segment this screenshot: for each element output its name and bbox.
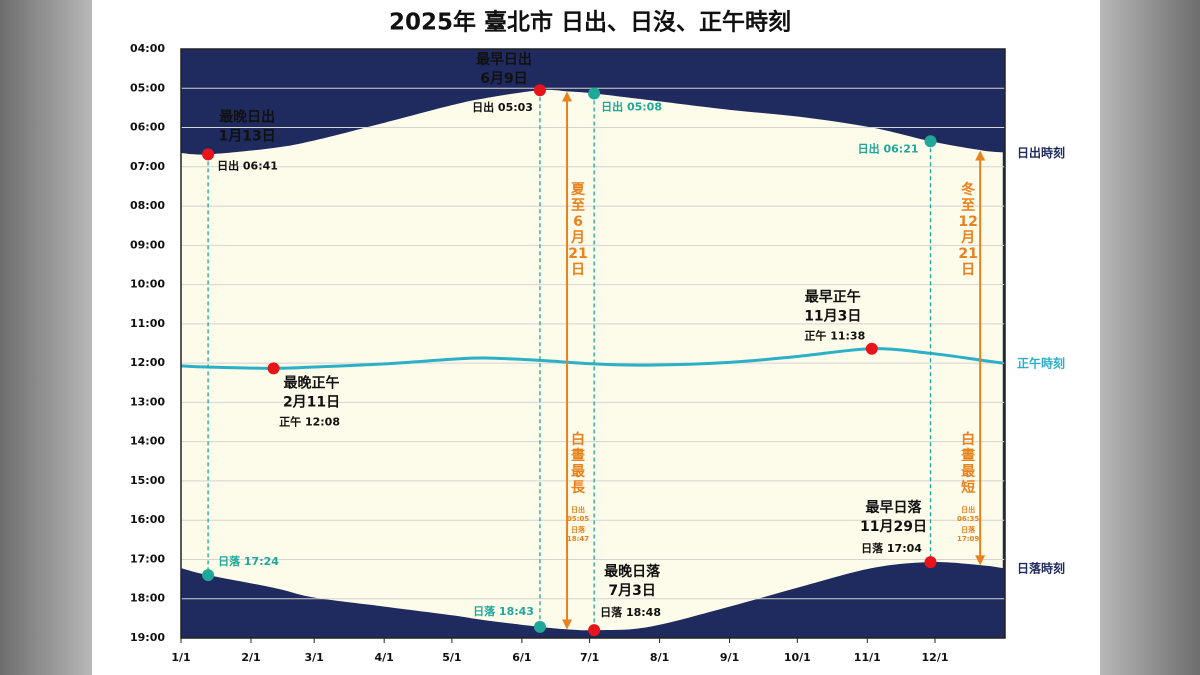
point-marker [202,569,215,582]
y-tick-label: 04:00 [130,42,165,55]
arrow-head [562,91,573,102]
day-area [181,89,1003,631]
series-label: 日落時刻 [1017,561,1065,576]
vertical-label: 日落 17:09 [957,525,979,543]
x-tick-label: 7/1 [580,651,599,664]
point-marker [202,148,215,161]
arrow-head [562,619,573,630]
x-tick-label: 5/1 [442,651,461,664]
point-marker [588,87,601,100]
point-marker [533,84,546,97]
point-title: 最早日出 [476,51,532,68]
point-title: 1月13日 [218,128,275,144]
y-tick-label: 18:00 [130,592,165,605]
point-marker [865,342,878,355]
noon-line [180,347,1003,370]
point-title: 2月11日 [283,394,340,410]
y-tick-label: 13:00 [130,395,165,408]
point-label: 日落 18:43 [473,604,534,618]
x-tick-label: 1/1 [171,651,190,664]
y-tick-label: 15:00 [130,474,165,487]
point-label: 日出 06:41 [217,158,278,172]
point-label: 日出 06:21 [858,141,919,155]
x-tick-label: 12/1 [922,651,949,664]
point-marker [924,135,937,148]
vertical-label: 日落 18:47 [567,525,589,543]
x-tick-label: 9/1 [720,651,739,664]
point-marker [588,624,601,637]
y-tick-label: 05:00 [130,81,165,94]
point-title: 最晚日落 [604,563,661,580]
arrow-head [975,555,986,566]
point-title: 最晚正午 [284,374,340,391]
x-tick-label: 4/1 [375,651,394,664]
y-tick-label: 09:00 [130,238,165,251]
point-title: 最早正午 [805,289,861,306]
x-tick-label: 6/1 [512,651,531,664]
vertical-label: 日出 05:05 [567,505,589,523]
chart-title: 2025年 臺北市 日出、日沒、正午時刻 [389,9,791,36]
y-tick-label: 11:00 [130,317,165,330]
y-tick-label: 06:00 [130,121,165,134]
plot-frame [180,48,1006,639]
y-tick-label: 10:00 [130,278,165,291]
x-tick-label: 11/1 [854,651,881,664]
point-marker [924,556,937,569]
point-label: 日出 05:08 [601,100,662,114]
point-title: 11月29日 [860,519,927,535]
y-tick-label: 12:00 [130,356,165,369]
series-label: 正午時刻 [1017,356,1065,371]
point-title: 7月3日 [608,583,655,599]
x-tick-label: 3/1 [305,651,324,664]
series-label: 日出時刻 [1017,145,1065,160]
x-tick-label: 8/1 [650,651,669,664]
point-label: 日落 17:04 [861,541,922,555]
vertical-label: 日出 06:35 [957,505,979,523]
point-marker [533,620,546,633]
vertical-label: 白晝最短 [961,431,976,496]
point-label: 日落 18:48 [600,605,661,619]
y-tick-label: 08:00 [130,199,165,212]
point-label: 正午 12:08 [279,414,340,428]
point-marker [267,362,280,375]
point-title: 最晚日出 [219,108,275,125]
arrow-head [975,150,986,161]
vertical-label: 夏至 6 月 21 日 [568,181,587,278]
point-label: 日出 05:03 [472,100,533,114]
y-tick-label: 16:00 [130,513,165,526]
vertical-label: 冬至 12 月 21 日 [958,181,977,278]
point-label: 日落 17:24 [218,554,279,568]
point-label: 正午 11:38 [804,329,865,343]
y-tick-label: 07:00 [130,160,165,173]
point-title: 6月9日 [480,71,527,87]
y-tick-label: 14:00 [130,435,165,448]
y-tick-label: 17:00 [130,552,165,565]
vertical-label: 白晝最長 [571,431,586,496]
point-title: 11月3日 [804,309,861,325]
x-tick-label: 10/1 [784,651,811,664]
x-tick-label: 2/1 [241,651,260,664]
y-tick-label: 19:00 [130,631,165,644]
point-title: 最早日落 [866,499,923,516]
